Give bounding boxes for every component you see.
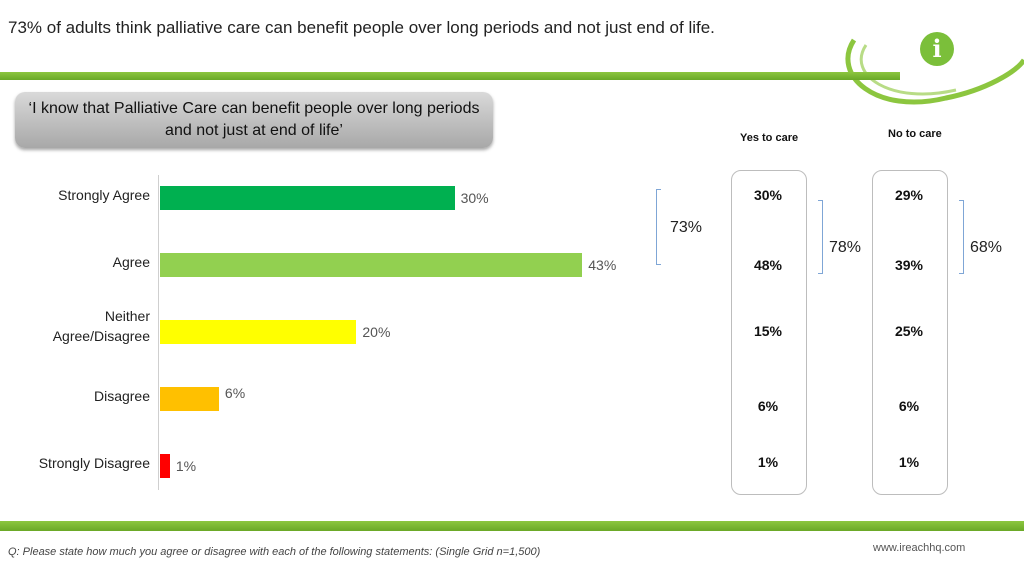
statement-text: ‘I know that Palliative Care can benefit… xyxy=(28,100,480,139)
bar-value-label: 1% xyxy=(175,458,197,474)
group-value: 6% xyxy=(898,398,920,414)
question-footnote: Q: Please state how much you agree or di… xyxy=(8,546,541,558)
page-title: 73% of adults think palliative care can … xyxy=(8,18,715,37)
category-label: Strongly Agree xyxy=(58,187,150,203)
bar xyxy=(160,186,455,210)
yes-total-agree: 78% xyxy=(829,239,862,256)
yes-agree-bracket xyxy=(818,200,823,274)
group-value: 30% xyxy=(753,187,783,203)
total-agree-label: 73% xyxy=(670,219,703,236)
info-icon: i xyxy=(920,32,954,66)
group-header-no: No to care xyxy=(888,128,942,140)
bar xyxy=(160,320,357,344)
group-value: 25% xyxy=(894,323,924,339)
logo-swoosh xyxy=(845,38,1024,105)
group-value: 1% xyxy=(898,454,920,470)
footer-divider xyxy=(0,521,1024,531)
statement-box: ‘I know that Palliative Care can benefit… xyxy=(15,92,493,148)
group-value: 6% xyxy=(757,398,779,414)
group-value: 15% xyxy=(753,323,783,339)
bar xyxy=(160,454,170,478)
yes-to-care-panel xyxy=(731,170,807,495)
group-value: 1% xyxy=(757,454,779,470)
group-value: 48% xyxy=(753,257,783,273)
bar-value-label: 30% xyxy=(460,190,489,206)
no-agree-bracket xyxy=(959,200,964,274)
group-value: 39% xyxy=(894,257,924,273)
category-label: Agree xyxy=(112,254,150,270)
group-header-yes: Yes to care xyxy=(740,132,799,144)
agree-bracket xyxy=(656,189,661,265)
bar xyxy=(160,253,583,277)
category-label: Disagree xyxy=(93,388,150,404)
bar-value-label: 20% xyxy=(362,324,391,340)
category-axis xyxy=(158,175,159,490)
bar-value-label: 43% xyxy=(588,257,617,273)
header-divider xyxy=(0,72,900,80)
no-to-care-panel xyxy=(872,170,948,495)
category-label: Strongly Disagree xyxy=(38,455,150,471)
website-link[interactable]: www.ireachhq.com xyxy=(873,542,966,554)
no-total-agree: 68% xyxy=(970,239,1003,256)
category-label: Neither Agree/Disagree xyxy=(52,308,150,344)
group-value: 29% xyxy=(894,187,924,203)
bar-value-label: 6% xyxy=(224,385,246,401)
bar xyxy=(160,387,219,411)
